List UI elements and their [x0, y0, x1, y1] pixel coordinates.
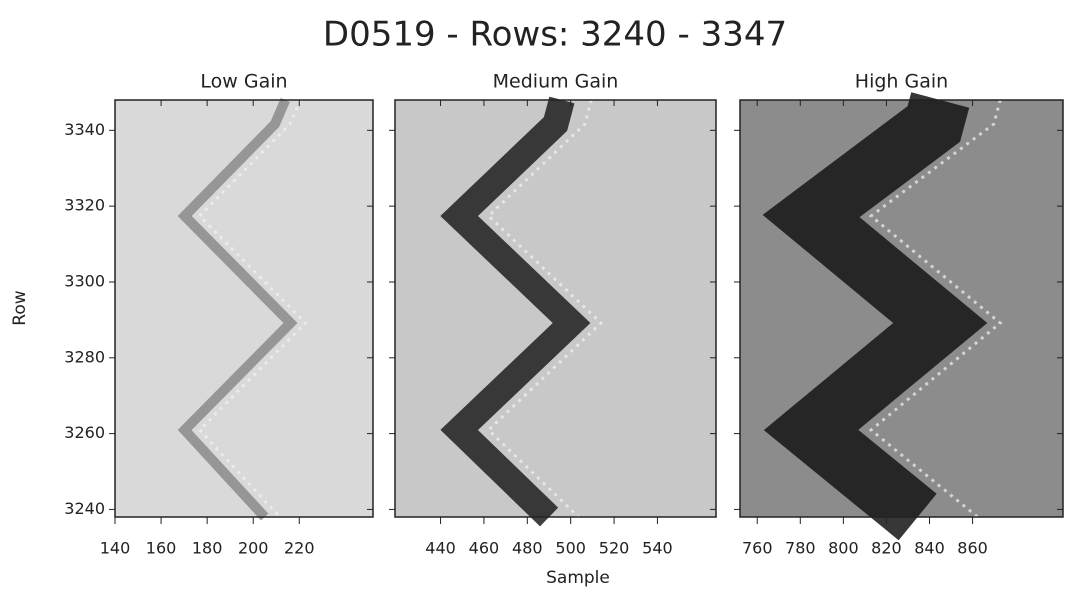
signal-echo: [868, 99, 1003, 519]
x-tick-label: 760: [742, 539, 773, 558]
chart-title: D0519 - Rows: 3240 - 3347: [323, 15, 787, 55]
x-tick-label: 780: [785, 539, 816, 558]
panel-title: Medium Gain: [493, 71, 619, 93]
panel-title: High Gain: [855, 71, 948, 93]
x-tick-label: 140: [100, 539, 131, 558]
panel-frame: [114, 99, 374, 518]
x-tick-label: 520: [599, 539, 630, 558]
y-tick-label: 3300: [64, 271, 105, 290]
x-tick-label: 160: [146, 539, 177, 558]
y-axis-label: Row: [10, 290, 30, 325]
x-tick-label: 860: [957, 539, 988, 558]
panel-title: Low Gain: [200, 71, 287, 93]
x-tick-label: 800: [828, 539, 859, 558]
signal-band: [177, 98, 298, 521]
y-tick-label: 3280: [64, 347, 105, 366]
panel-frame: [739, 99, 1064, 518]
signal-band: [440, 96, 591, 527]
y-tick-label: 3260: [64, 423, 105, 442]
x-tick-label: 460: [469, 539, 500, 558]
x-tick-label: 220: [284, 539, 315, 558]
signal-echo: [486, 99, 604, 519]
y-tick-label: 3340: [64, 120, 105, 139]
signal-band: [762, 92, 988, 541]
x-tick-label: 540: [642, 539, 673, 558]
panel-frame: [394, 99, 717, 518]
x-tick-label: 480: [512, 539, 543, 558]
x-tick-label: 500: [555, 539, 586, 558]
y-tick-label: 3240: [64, 499, 105, 518]
x-axis-label: Sample: [546, 568, 610, 588]
x-tick-label: 820: [871, 539, 902, 558]
x-tick-label: 840: [914, 539, 945, 558]
x-tick-label: 200: [238, 539, 269, 558]
x-tick-label: 180: [192, 539, 223, 558]
x-tick-label: 440: [425, 539, 456, 558]
y-tick-label: 3320: [64, 196, 105, 215]
